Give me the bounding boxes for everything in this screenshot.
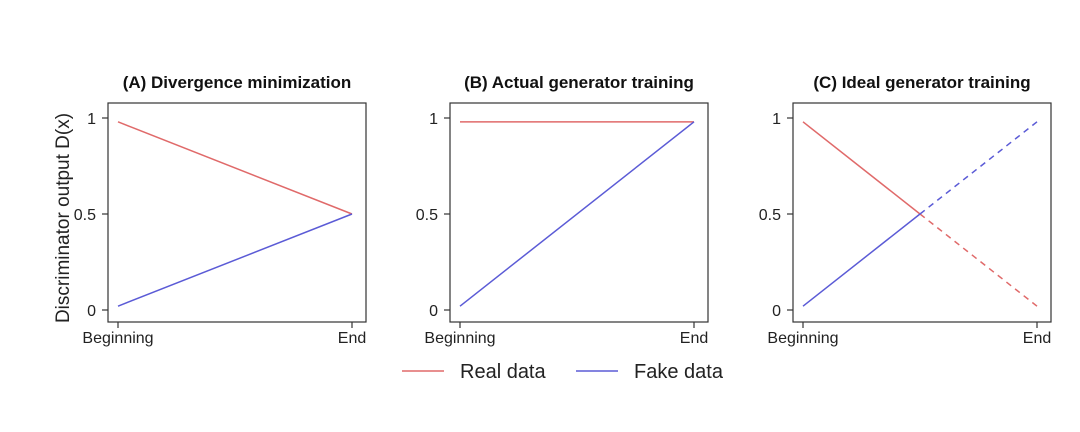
- panel-c-real-data-line-dashed: [919, 213, 1038, 307]
- panel-b: (B) Actual generator training 0 0.5 1 Beginn…: [416, 73, 709, 347]
- panel-a-real-data-line: [117, 121, 353, 215]
- panel-c: (C) Ideal generator training 0 0.5 1 Beginni…: [759, 73, 1052, 347]
- panel-a-frame: [107, 102, 367, 323]
- panel-b-x-tick-label: End: [680, 330, 708, 347]
- panel-c-fake-data-line-dashed: [919, 121, 1038, 215]
- panel-b-fake-data-line: [459, 121, 695, 307]
- panel-c-title: (C) Ideal generator training: [813, 73, 1030, 92]
- panel-b-y-tick-label: 0.5: [416, 207, 438, 224]
- panel-c-frame: [792, 102, 1052, 323]
- panel-c-fake-data-line: [802, 213, 921, 307]
- panel-a-fake-data-line: [117, 213, 353, 307]
- panel-a: (A) Divergence minimization 0 0.5 1 Beginnin…: [74, 73, 367, 347]
- panel-a-x-tick-label: End: [338, 330, 366, 347]
- panel-b-title: (B) Actual generator training: [464, 73, 694, 92]
- panel-c-real-data-line: [802, 121, 921, 215]
- panel-a-x-tick-label: Beginning: [82, 330, 153, 347]
- legend-label-real: Real data: [460, 361, 546, 383]
- panel-b-x-tick-label: Beginning: [424, 330, 495, 347]
- panel-b-y-tick-label: 1: [429, 111, 438, 128]
- panel-c-x-tick-label: Beginning: [767, 330, 838, 347]
- panel-a-y-tick-label: 1: [87, 111, 96, 128]
- panel-a-title: (A) Divergence minimization: [123, 73, 352, 92]
- panel-a-y-tick-label: 0.5: [74, 207, 96, 224]
- y-axis-label: Discriminator output D(x): [53, 113, 74, 323]
- panel-b-y-tick-label: 0: [429, 303, 438, 320]
- panels: (A) Divergence minimization 0 0.5 1 Beginnin…: [74, 73, 1052, 347]
- legend-label-fake: Fake data: [634, 361, 724, 383]
- panel-c-y-tick-label: 0.5: [759, 207, 781, 224]
- panel-b-frame: [449, 102, 709, 323]
- panel-c-y-tick-label: 1: [772, 111, 781, 128]
- panel-c-y-tick-label: 0: [772, 303, 781, 320]
- panel-a-y-tick-label: 0: [87, 303, 96, 320]
- legend: Real data Fake data: [402, 361, 724, 383]
- panel-c-x-tick-label: End: [1023, 330, 1051, 347]
